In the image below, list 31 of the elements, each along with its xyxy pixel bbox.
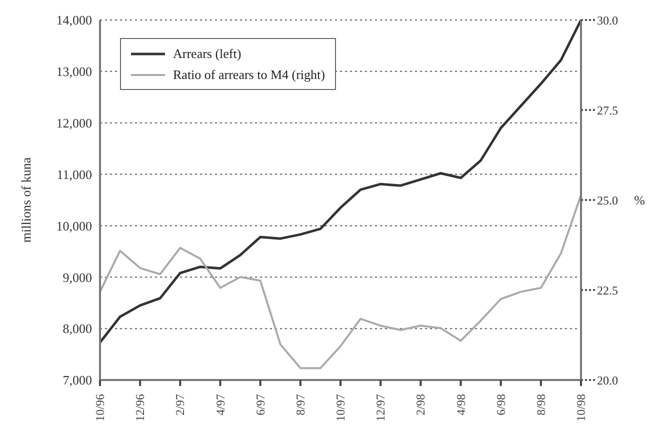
y-tick-label: 10,000: [56, 218, 92, 234]
x-tick-label: 12/96: [133, 394, 148, 422]
y2-tick-label: 27.5: [597, 103, 618, 118]
y-tick-label: 14,000: [56, 12, 92, 28]
x-tick-label: 8/97: [293, 394, 308, 416]
y2-axis-title: %: [634, 192, 646, 208]
x-tick-label: 4/98: [454, 394, 468, 416]
y-tick-label: 12,000: [56, 115, 92, 130]
y2-tick-label: 30.0: [597, 13, 618, 28]
y-axis-title: millions of kuna: [18, 157, 34, 243]
legend-label: Ratio of arrears to M4 (right): [173, 66, 325, 84]
x-tick-label: 10/97: [334, 394, 348, 422]
y2-tick-label: 25.0: [597, 193, 618, 208]
y2-tick-label: 22.5: [597, 283, 618, 298]
y-tick-label: 11,000: [56, 166, 92, 182]
x-tick-label: 10/98: [574, 394, 588, 422]
x-tick-label: 10/96: [93, 394, 107, 422]
x-tick-label: 2/97: [173, 394, 188, 416]
y-tick-label: 7,000: [62, 372, 92, 388]
x-tick-label: 12/97: [374, 394, 388, 422]
line-series: [100, 194, 581, 370]
legend-label: Arrears (left): [173, 45, 242, 63]
y-tick-label: 13,000: [56, 64, 92, 80]
y-tick-label: 8,000: [62, 321, 92, 336]
x-tick-label: 2/98: [414, 394, 428, 416]
x-tick-label: 6/97: [253, 394, 268, 416]
x-tick-label: 4/97: [213, 394, 228, 416]
y-tick-label: 9,000: [62, 270, 92, 285]
x-tick-label: 8/98: [534, 394, 548, 416]
y2-tick-label: 20.0: [597, 373, 618, 388]
x-tick-label: 6/98: [494, 394, 508, 416]
